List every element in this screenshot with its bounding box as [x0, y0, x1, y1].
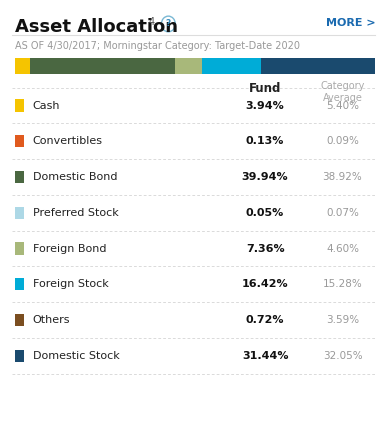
Text: 31.44%: 31.44% [242, 351, 288, 361]
Text: Domestic Stock: Domestic Stock [33, 351, 119, 361]
Text: Category
Average: Category Average [320, 81, 365, 103]
Bar [202, 58, 261, 74]
Text: 0.72%: 0.72% [246, 315, 284, 325]
Bar [30, 58, 175, 74]
Text: AS OF 4/30/2017; Morningstar Category: Target-Date 2020: AS OF 4/30/2017; Morningstar Category: T… [15, 41, 300, 51]
Text: 32.05%: 32.05% [323, 351, 362, 361]
Text: 7.36%: 7.36% [246, 244, 284, 253]
Text: 0.05%: 0.05% [246, 208, 284, 218]
Text: 16.42%: 16.42% [242, 279, 288, 289]
Text: 3.94%: 3.94% [246, 101, 284, 110]
Text: 38.92%: 38.92% [323, 172, 362, 182]
Text: 3.59%: 3.59% [326, 315, 359, 325]
Bar [261, 58, 375, 74]
Text: Preferred Stock: Preferred Stock [33, 208, 118, 218]
Text: MORE >: MORE > [326, 18, 375, 28]
Text: 0.09%: 0.09% [326, 136, 359, 146]
Bar [15, 171, 24, 183]
Text: Foreign Bond: Foreign Bond [33, 244, 106, 253]
Bar [15, 278, 24, 290]
Bar [15, 314, 24, 326]
Text: 0.13%: 0.13% [246, 136, 284, 146]
Text: Others: Others [33, 315, 70, 325]
Text: Domestic Bond: Domestic Bond [33, 172, 117, 182]
Bar [15, 58, 30, 74]
Text: Foreign Stock: Foreign Stock [33, 279, 108, 289]
Bar [15, 350, 24, 362]
Text: 4: 4 [149, 17, 155, 27]
Text: 4.60%: 4.60% [326, 244, 359, 253]
Bar [175, 58, 202, 74]
Text: Asset Allocation: Asset Allocation [15, 18, 178, 36]
Text: Fund: Fund [249, 82, 281, 95]
Text: Cash: Cash [33, 101, 60, 110]
Bar [15, 135, 24, 147]
Text: 15.28%: 15.28% [323, 279, 362, 289]
Bar [15, 207, 24, 219]
Text: 0.07%: 0.07% [326, 208, 359, 218]
Text: 5.40%: 5.40% [326, 101, 359, 110]
Bar [15, 242, 24, 255]
Text: 39.94%: 39.94% [242, 172, 288, 182]
Text: ?: ? [166, 20, 171, 28]
Bar [15, 99, 24, 112]
Text: Convertibles: Convertibles [33, 136, 103, 146]
